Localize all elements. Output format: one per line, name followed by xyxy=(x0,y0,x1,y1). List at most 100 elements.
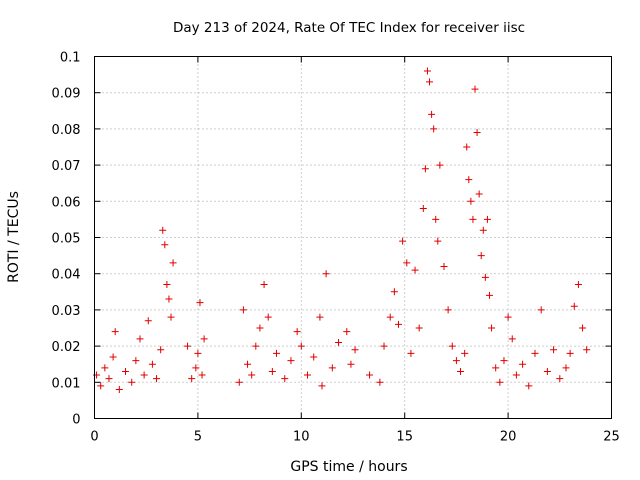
data-point xyxy=(235,378,243,386)
data-point xyxy=(256,324,264,332)
data-point xyxy=(380,342,388,350)
data-point xyxy=(161,241,169,249)
data-point xyxy=(105,375,113,383)
data-point xyxy=(347,360,355,368)
data-point xyxy=(169,259,177,267)
data-point xyxy=(415,324,423,332)
grid-lines xyxy=(94,56,612,419)
data-point xyxy=(167,313,175,321)
data-point xyxy=(293,328,301,336)
data-point xyxy=(570,302,578,310)
data-point xyxy=(566,349,574,357)
data-point xyxy=(403,259,411,267)
data-point xyxy=(504,313,512,321)
y-tick-label: 0.1 xyxy=(60,51,81,66)
data-point xyxy=(328,364,336,372)
x-tick-label: 25 xyxy=(603,430,620,445)
data-point xyxy=(537,306,545,314)
data-point xyxy=(469,215,477,223)
data-point xyxy=(184,342,192,350)
data-point xyxy=(335,338,343,346)
data-point xyxy=(519,360,527,368)
data-point xyxy=(436,161,444,169)
data-point xyxy=(97,382,105,390)
data-point xyxy=(452,357,460,365)
data-point xyxy=(322,270,330,278)
data-point xyxy=(165,295,173,303)
data-point xyxy=(432,215,440,223)
data-point xyxy=(194,349,202,357)
data-point xyxy=(244,360,252,368)
data-point xyxy=(556,375,564,383)
data-point xyxy=(264,313,272,321)
data-point xyxy=(297,342,305,350)
data-point xyxy=(252,342,260,350)
x-tick-labels: 0 5 10 15 20 25 xyxy=(90,430,619,445)
data-point xyxy=(562,364,570,372)
data-point xyxy=(531,349,539,357)
data-point xyxy=(574,281,582,289)
data-point xyxy=(157,346,165,354)
data-point xyxy=(483,215,491,223)
data-point xyxy=(144,317,152,325)
data-point xyxy=(423,67,431,75)
data-point xyxy=(115,386,123,394)
data-point xyxy=(448,342,456,350)
y-tick-label: 0.02 xyxy=(52,340,81,355)
data-point xyxy=(109,353,117,361)
data-point xyxy=(159,226,167,234)
data-point xyxy=(239,306,247,314)
data-point xyxy=(200,335,208,343)
data-point xyxy=(318,382,326,390)
data-point xyxy=(481,273,489,281)
data-point xyxy=(421,165,429,173)
data-point xyxy=(428,110,436,118)
y-tick-label: 0 xyxy=(72,413,80,428)
data-point xyxy=(390,288,398,296)
data-point xyxy=(583,346,591,354)
data-point xyxy=(479,226,487,234)
data-point xyxy=(430,125,438,133)
data-point xyxy=(304,371,312,379)
data-point xyxy=(192,364,200,372)
y-tick-label: 0.03 xyxy=(52,304,81,319)
data-point xyxy=(543,367,551,375)
y-axis-label: ROTI / TECUs xyxy=(6,191,22,283)
x-tick-label: 20 xyxy=(500,430,517,445)
y-tick-label: 0.04 xyxy=(52,268,81,283)
data-point xyxy=(444,306,452,314)
y-tick-label: 0.05 xyxy=(52,232,81,247)
data-point xyxy=(550,346,558,354)
data-point xyxy=(132,357,140,365)
x-tick-label: 15 xyxy=(396,430,413,445)
data-point xyxy=(463,143,471,151)
data-point xyxy=(411,266,419,274)
y-tick-label: 0.01 xyxy=(52,376,81,391)
data-point xyxy=(281,375,289,383)
data-point xyxy=(440,262,448,270)
data-point xyxy=(399,237,407,245)
data-point xyxy=(500,357,508,365)
data-point xyxy=(136,335,144,343)
data-point xyxy=(394,320,402,328)
data-point xyxy=(351,346,359,354)
data-point xyxy=(272,349,280,357)
y-tick-labels: 0 0.01 0.02 0.03 0.04 0.05 0.06 0.07 0.08 0.09 0.1 xyxy=(52,51,81,428)
x-tick-label: 5 xyxy=(194,430,202,445)
data-point xyxy=(316,313,324,321)
data-point xyxy=(407,349,415,357)
y-tick-label: 0.09 xyxy=(52,87,81,102)
data-point xyxy=(163,281,171,289)
data-point xyxy=(525,382,533,390)
data-point xyxy=(153,375,161,383)
x-axis-label: GPS time / hours xyxy=(290,459,407,475)
data-point xyxy=(475,190,483,198)
data-point xyxy=(122,367,130,375)
data-point xyxy=(188,375,196,383)
data-point xyxy=(579,324,587,332)
data-point xyxy=(128,378,136,386)
x-tick-label: 10 xyxy=(293,430,310,445)
data-point xyxy=(461,349,469,357)
data-point xyxy=(376,378,384,386)
